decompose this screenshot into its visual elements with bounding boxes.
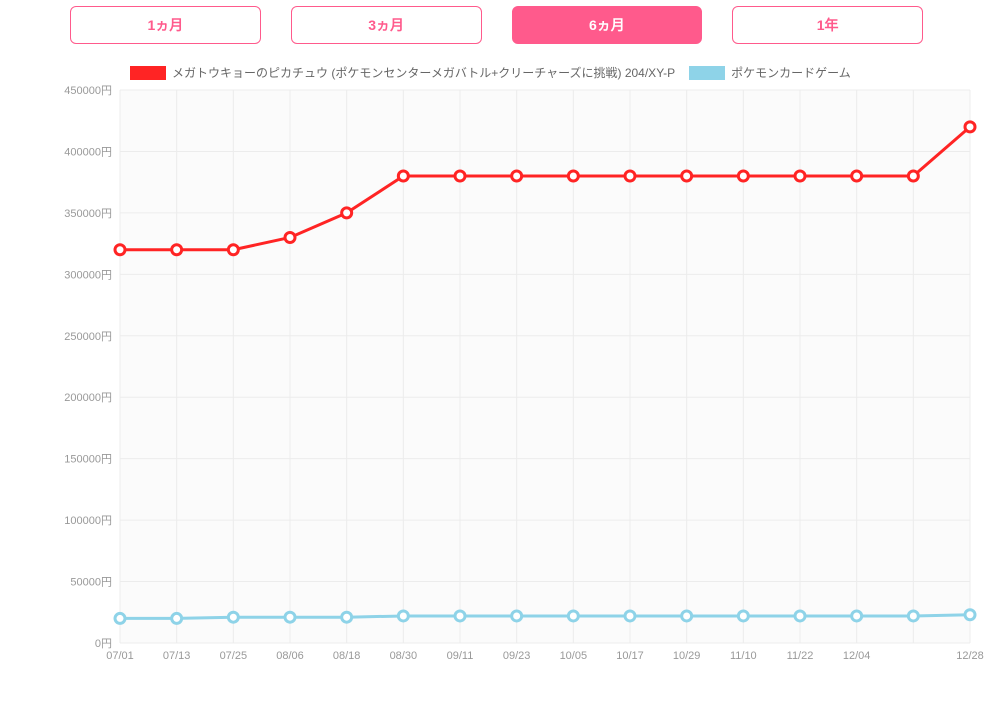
data-point-series-0[interactable] [738, 171, 748, 181]
chart-legend: メガトウキョーのピカチュウ (ポケモンセンターメガバトル+クリーチャーズに挑戦)… [130, 64, 865, 81]
data-point-series-0[interactable] [965, 122, 975, 132]
data-point-series-0[interactable] [512, 171, 522, 181]
svg-text:08/30: 08/30 [390, 650, 418, 662]
tab-1year[interactable]: 1年 [732, 6, 923, 44]
data-point-series-1[interactable] [568, 611, 578, 621]
data-point-series-1[interactable] [172, 613, 182, 623]
svg-text:100000円: 100000円 [64, 515, 112, 527]
svg-text:07/13: 07/13 [163, 650, 191, 662]
data-point-series-1[interactable] [625, 611, 635, 621]
price-chart: メガトウキョーのピカチュウ (ポケモンセンターメガバトル+クリーチャーズに挑戦)… [0, 60, 993, 700]
data-point-series-0[interactable] [455, 171, 465, 181]
data-point-series-1[interactable] [852, 611, 862, 621]
legend-label-0: メガトウキョーのピカチュウ (ポケモンセンターメガバトル+クリーチャーズに挑戦)… [172, 64, 675, 81]
svg-text:08/06: 08/06 [276, 650, 304, 662]
svg-text:300000円: 300000円 [64, 269, 112, 281]
data-point-series-0[interactable] [852, 171, 862, 181]
legend-item-series-0[interactable]: メガトウキョーのピカチュウ (ポケモンセンターメガバトル+クリーチャーズに挑戦)… [130, 64, 675, 81]
svg-text:50000円: 50000円 [70, 577, 112, 589]
svg-text:12/28: 12/28 [956, 650, 984, 662]
svg-text:250000円: 250000円 [64, 331, 112, 343]
data-point-series-1[interactable] [682, 611, 692, 621]
svg-text:11/22: 11/22 [787, 650, 814, 662]
svg-text:10/05: 10/05 [560, 650, 588, 662]
svg-text:07/25: 07/25 [220, 650, 248, 662]
data-point-series-0[interactable] [172, 245, 182, 255]
svg-text:200000円: 200000円 [64, 392, 112, 404]
data-point-series-1[interactable] [228, 612, 238, 622]
svg-text:400000円: 400000円 [64, 146, 112, 158]
legend-swatch-1 [689, 66, 725, 80]
data-point-series-1[interactable] [342, 612, 352, 622]
legend-swatch-0 [130, 66, 166, 80]
data-point-series-1[interactable] [965, 610, 975, 620]
period-tabs: 1ヵ月 3ヵ月 6ヵ月 1年 [0, 0, 993, 44]
data-point-series-0[interactable] [795, 171, 805, 181]
tab-3month[interactable]: 3ヵ月 [291, 6, 482, 44]
svg-text:09/23: 09/23 [503, 650, 531, 662]
data-point-series-0[interactable] [682, 171, 692, 181]
data-point-series-0[interactable] [398, 171, 408, 181]
tab-6month[interactable]: 6ヵ月 [512, 6, 703, 44]
data-point-series-0[interactable] [285, 232, 295, 242]
legend-item-series-1[interactable]: ポケモンカードゲーム [689, 64, 851, 81]
svg-text:350000円: 350000円 [64, 208, 112, 220]
legend-label-1: ポケモンカードゲーム [731, 64, 851, 81]
data-point-series-1[interactable] [738, 611, 748, 621]
svg-text:10/29: 10/29 [673, 650, 701, 662]
svg-text:12/04: 12/04 [843, 650, 871, 662]
data-point-series-0[interactable] [908, 171, 918, 181]
data-point-series-0[interactable] [568, 171, 578, 181]
data-point-series-0[interactable] [625, 171, 635, 181]
svg-text:150000円: 150000円 [64, 454, 112, 466]
data-point-series-0[interactable] [342, 208, 352, 218]
data-point-series-0[interactable] [115, 245, 125, 255]
svg-text:11/10: 11/10 [730, 650, 757, 662]
data-point-series-1[interactable] [398, 611, 408, 621]
tab-1month[interactable]: 1ヵ月 [70, 6, 261, 44]
svg-text:08/18: 08/18 [333, 650, 361, 662]
svg-text:10/17: 10/17 [616, 650, 644, 662]
data-point-series-1[interactable] [795, 611, 805, 621]
svg-text:07/01: 07/01 [106, 650, 134, 662]
data-point-series-0[interactable] [228, 245, 238, 255]
svg-text:09/11: 09/11 [447, 650, 474, 662]
data-point-series-1[interactable] [512, 611, 522, 621]
svg-text:0円: 0円 [95, 638, 112, 650]
data-point-series-1[interactable] [115, 613, 125, 623]
svg-text:450000円: 450000円 [64, 85, 112, 97]
data-point-series-1[interactable] [908, 611, 918, 621]
chart-svg: 0円 50000円 100000円 150000円 200000円 250000円 3000… [0, 60, 993, 700]
data-point-series-1[interactable] [455, 611, 465, 621]
data-point-series-1[interactable] [285, 612, 295, 622]
